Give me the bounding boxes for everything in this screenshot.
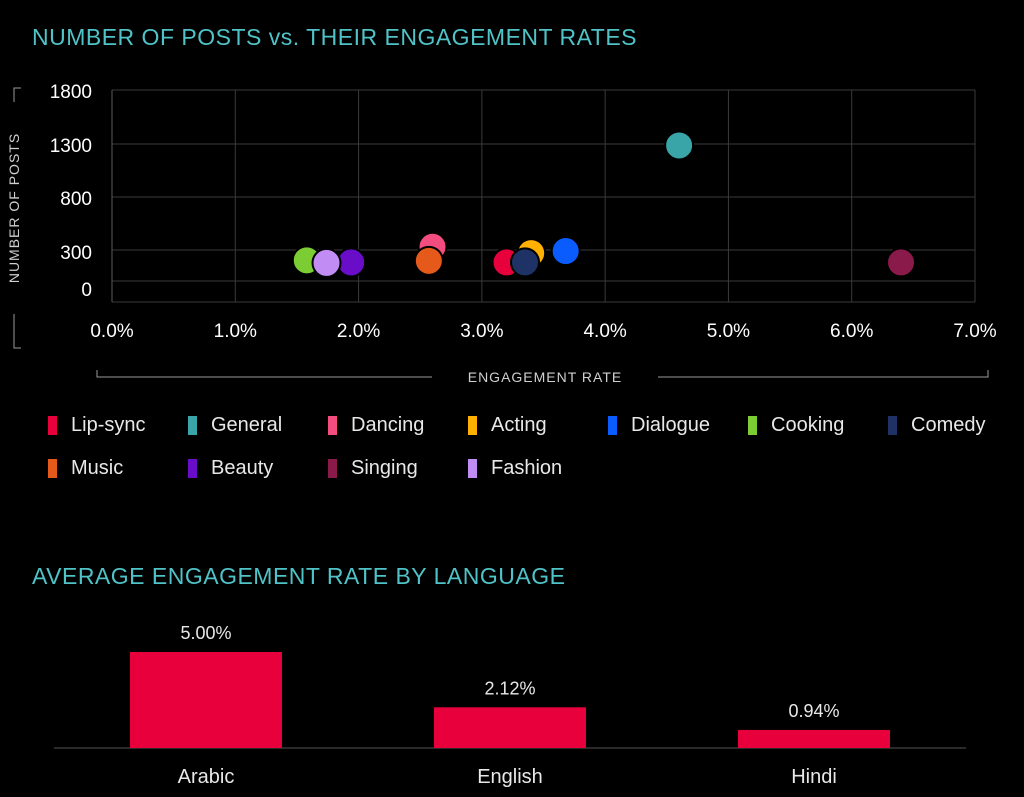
y-axis-bracket-top — [13, 87, 21, 102]
legend-swatch — [608, 416, 617, 435]
x-tick-label: 7.0% — [953, 321, 996, 342]
legend-label: Acting — [491, 414, 547, 436]
scatter-points — [291, 130, 917, 278]
legend-item-cooking[interactable]: Cooking — [748, 414, 844, 437]
legend-label: Beauty — [211, 457, 274, 479]
bar-category-label: Arabic — [178, 766, 235, 788]
legend-label: Singing — [351, 457, 418, 479]
x-axis-bracket-left — [96, 370, 432, 378]
x-axis-bracket-right — [658, 370, 989, 378]
legend-item-singing[interactable]: Singing — [328, 457, 418, 480]
bar-value-label: 0.94% — [788, 701, 839, 721]
scatter-point-general[interactable] — [664, 130, 695, 161]
legend-item-fashion[interactable]: Fashion — [468, 457, 562, 480]
scatter-point-comedy[interactable] — [510, 247, 541, 278]
bar-hindi[interactable] — [738, 729, 890, 748]
bar-chart-title: AVERAGE ENGAGEMENT RATE BY LANGUAGE — [32, 563, 566, 589]
bar-value-label: 2.12% — [484, 678, 535, 698]
legend-item-music[interactable]: Music — [48, 457, 123, 480]
legend-swatch — [328, 459, 337, 478]
legend-item-lip-sync[interactable]: Lip-sync — [48, 414, 145, 437]
bar-category-label: English — [477, 766, 543, 788]
legend-label: Lip-sync — [71, 414, 146, 436]
legend-item-acting[interactable]: Acting — [468, 414, 547, 437]
legend-label: Comedy — [911, 414, 986, 436]
scatter-grid — [111, 89, 976, 303]
x-tick-label: 2.0% — [337, 321, 380, 342]
legend-swatch — [748, 416, 757, 435]
scatter-point-fashion[interactable] — [311, 247, 342, 278]
legend-label: General — [211, 414, 283, 436]
legend-swatch — [188, 459, 197, 478]
bar-group: 5.00% Arabic 2.12% English 0.94% Hindi — [54, 623, 966, 788]
y-tick-label: 1300 — [50, 136, 92, 157]
scatter-point-singing[interactable] — [886, 247, 917, 278]
legend-swatch — [328, 416, 337, 435]
legend-item-general[interactable]: General — [188, 414, 282, 437]
legend-label: Dialogue — [631, 414, 710, 436]
y-axis-bracket-bottom — [13, 314, 21, 349]
x-axis-label: ENGAGEMENT RATE — [468, 369, 623, 385]
legend-swatch — [468, 459, 477, 478]
legend-label: Dancing — [351, 414, 425, 436]
bar-english[interactable] — [434, 707, 586, 748]
legend-swatch — [888, 416, 897, 435]
scatter-chart: 1800 1300 800 300 0 0.0% 1.0% 2.0% 3.0% 4.0% 5.0% 6… — [6, 82, 997, 385]
x-tick-label: 3.0% — [460, 321, 503, 342]
y-axis-label: NUMBER OF POSTS — [6, 133, 22, 283]
legend-item-dancing[interactable]: Dancing — [328, 414, 424, 437]
legend-item-comedy[interactable]: Comedy — [888, 414, 985, 437]
y-tick-label: 800 — [60, 189, 92, 210]
legend-swatch — [188, 416, 197, 435]
legend-label: Cooking — [771, 414, 845, 436]
legend-label: Music — [71, 457, 124, 479]
scatter-tick-labels: 1800 1300 800 300 0 0.0% 1.0% 2.0% 3.0% 4.0% 5.0% 6… — [50, 82, 997, 342]
legend-swatch — [468, 416, 477, 435]
bar-category-label: Hindi — [791, 766, 837, 788]
x-tick-label: 5.0% — [707, 321, 750, 342]
legend-swatch — [48, 459, 57, 478]
y-tick-label: 0 — [81, 280, 92, 301]
scatter-point-dialogue[interactable] — [550, 236, 581, 267]
legend-item-beauty[interactable]: Beauty — [188, 457, 273, 480]
bar-arabic[interactable] — [130, 652, 282, 748]
y-tick-label: 1800 — [50, 82, 92, 103]
scatter-point-music[interactable] — [413, 245, 444, 276]
x-tick-label: 6.0% — [830, 321, 873, 342]
y-tick-label: 300 — [60, 243, 92, 264]
scatter-chart-title: NUMBER OF POSTS vs. THEIR ENGAGEMENT RAT… — [32, 24, 638, 50]
bar-value-label: 5.00% — [180, 623, 231, 643]
legend-swatch — [48, 416, 57, 435]
legend-item-dialogue[interactable]: Dialogue — [608, 414, 710, 437]
x-tick-label: 0.0% — [90, 321, 133, 342]
x-tick-label: 1.0% — [214, 321, 257, 342]
legend-label: Fashion — [491, 457, 563, 479]
x-tick-label: 4.0% — [583, 321, 626, 342]
